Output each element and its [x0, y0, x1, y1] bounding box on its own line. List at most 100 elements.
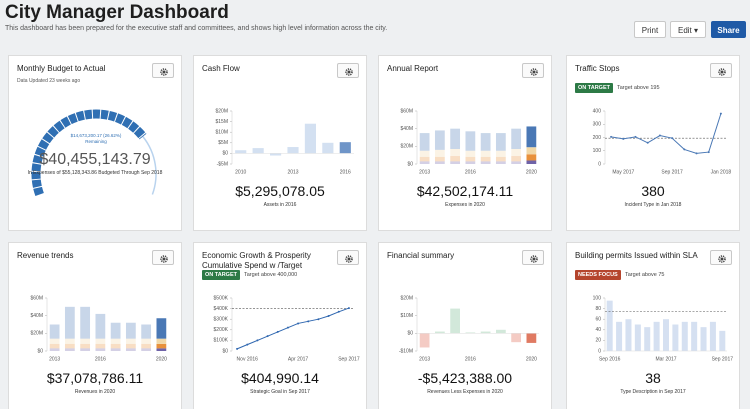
headline-value: $37,078,786.11	[46, 370, 144, 386]
bar-segment	[480, 150, 491, 157]
bar	[719, 330, 726, 351]
updated-note: Data Updated 23 weeks ago	[17, 78, 81, 84]
bar	[606, 300, 613, 351]
y-tick-label: 80	[595, 306, 601, 312]
x-tick-label: 2013	[419, 169, 430, 175]
gear-hub	[347, 70, 351, 73]
y-tick-label: $0	[407, 331, 413, 337]
x-tick-label: Sep 2017	[712, 356, 734, 362]
card: Economic Growth & Prosperity Cumulative …	[193, 242, 367, 409]
bar-segment	[110, 322, 121, 339]
bar-segment	[80, 338, 91, 344]
gear-icon	[530, 254, 538, 263]
gear-shape	[160, 254, 168, 263]
point	[266, 335, 269, 338]
settings-button[interactable]	[337, 250, 359, 265]
bar-segment	[434, 161, 445, 164]
x-tick-label: Sep 2017	[661, 169, 683, 175]
target-text: Target above 75	[625, 272, 665, 278]
chart: $20M $15M $10M $5M $0 -$5M 2010 2013 2016	[215, 108, 354, 175]
y-tick-label: $10M	[400, 313, 413, 319]
settings-button[interactable]	[337, 63, 359, 78]
y-tick-label: $20M	[400, 295, 413, 301]
settings-button[interactable]	[152, 250, 174, 265]
bar-segment	[450, 156, 461, 162]
bar-segment	[64, 338, 75, 344]
edit-button[interactable]: Edit ▾	[670, 21, 706, 38]
bar-segment	[49, 338, 60, 344]
point	[256, 339, 259, 342]
y-tick-label: 60	[595, 317, 601, 323]
bar-segment	[434, 130, 445, 150]
gear-hub	[162, 257, 166, 260]
x-tick-label: 2020	[526, 169, 537, 175]
caption: Incident Type in Jan 2018	[624, 202, 682, 208]
bar-segment	[141, 338, 152, 344]
point	[622, 137, 625, 140]
y-tick-label: $20M	[30, 331, 43, 337]
bar-segment	[465, 161, 476, 164]
y-tick-label: 100	[593, 148, 602, 154]
share-button[interactable]: Share	[711, 21, 746, 38]
y-tick-label: -$10M	[399, 348, 413, 354]
remaining-amount: $14,673,200.17 (26.62%)	[71, 133, 122, 138]
settings-button[interactable]	[522, 63, 544, 78]
bar-segment	[125, 348, 136, 351]
y-tick-label: $40M	[30, 313, 43, 319]
bar-segment	[64, 343, 75, 349]
x-tick-label: 2020	[156, 356, 167, 362]
bar-segment	[526, 147, 537, 155]
y-tick-label: 200	[593, 135, 602, 141]
gear-shape	[718, 67, 726, 76]
bar	[644, 327, 651, 351]
y-tick-label: $200K	[214, 327, 229, 333]
bar-segment	[80, 348, 91, 351]
gear-icon	[345, 254, 353, 263]
gear-hub	[720, 70, 724, 73]
page-subtitle: This dashboard has been prepared for the…	[5, 25, 388, 32]
bar	[634, 324, 641, 351]
bar	[495, 329, 506, 334]
headline-value: 380	[641, 183, 665, 199]
caption: Expenses in 2020	[445, 202, 485, 208]
bar	[526, 333, 537, 343]
bar-segment	[141, 348, 152, 351]
settings-button[interactable]	[710, 63, 732, 78]
settings-button[interactable]	[522, 250, 544, 265]
bar-segment	[465, 131, 476, 151]
chart: 100 80 60 40 20 0 Sep 2016 Mar 2017 Sep 2017	[593, 295, 734, 362]
bar-segment	[495, 161, 506, 164]
bar-segment	[156, 338, 167, 344]
x-tick-label: Jan 2018	[711, 169, 732, 175]
y-tick-label: 20	[595, 338, 601, 344]
bar-segment	[495, 156, 506, 162]
card-title: Economic Growth & Prosperity Cumulative …	[202, 251, 311, 270]
x-tick-label: 2013	[287, 169, 298, 175]
point	[297, 322, 300, 325]
card: Building permits Issued within SLA NEEDS …	[566, 242, 740, 409]
bar	[434, 331, 445, 334]
y-tick-label: $0	[37, 348, 43, 354]
bar-segment	[495, 150, 506, 157]
x-tick-label: 2010	[235, 169, 246, 175]
x-tick-label: May 2017	[612, 169, 634, 175]
bar-segment	[156, 348, 167, 351]
y-tick-label: $15M	[215, 119, 228, 125]
caption: Revenues in 2020	[74, 389, 116, 395]
print-button[interactable]: Print	[634, 21, 666, 38]
bar-segment	[526, 154, 537, 161]
gear-shape	[345, 67, 353, 76]
chart: $60M $40M $20M $0 2013 2016 2020	[400, 108, 537, 175]
card: Revenue trends $60M $40M $20M $0 2013 2016 2020…	[8, 242, 182, 409]
y-tick-label: $0	[222, 348, 228, 354]
bar	[322, 142, 334, 154]
settings-button[interactable]	[710, 250, 732, 265]
headline-value: $42,502,174.11	[416, 183, 514, 199]
point	[276, 330, 279, 333]
headline-value: -$5,423,388.00	[417, 370, 513, 386]
settings-button[interactable]	[152, 63, 174, 78]
bar-segment	[480, 133, 491, 151]
card: Financial summary $20M $10M $0 -$10M 2013 2016…	[378, 242, 552, 409]
bar	[480, 331, 491, 334]
x-tick-label: 2016	[95, 356, 106, 362]
